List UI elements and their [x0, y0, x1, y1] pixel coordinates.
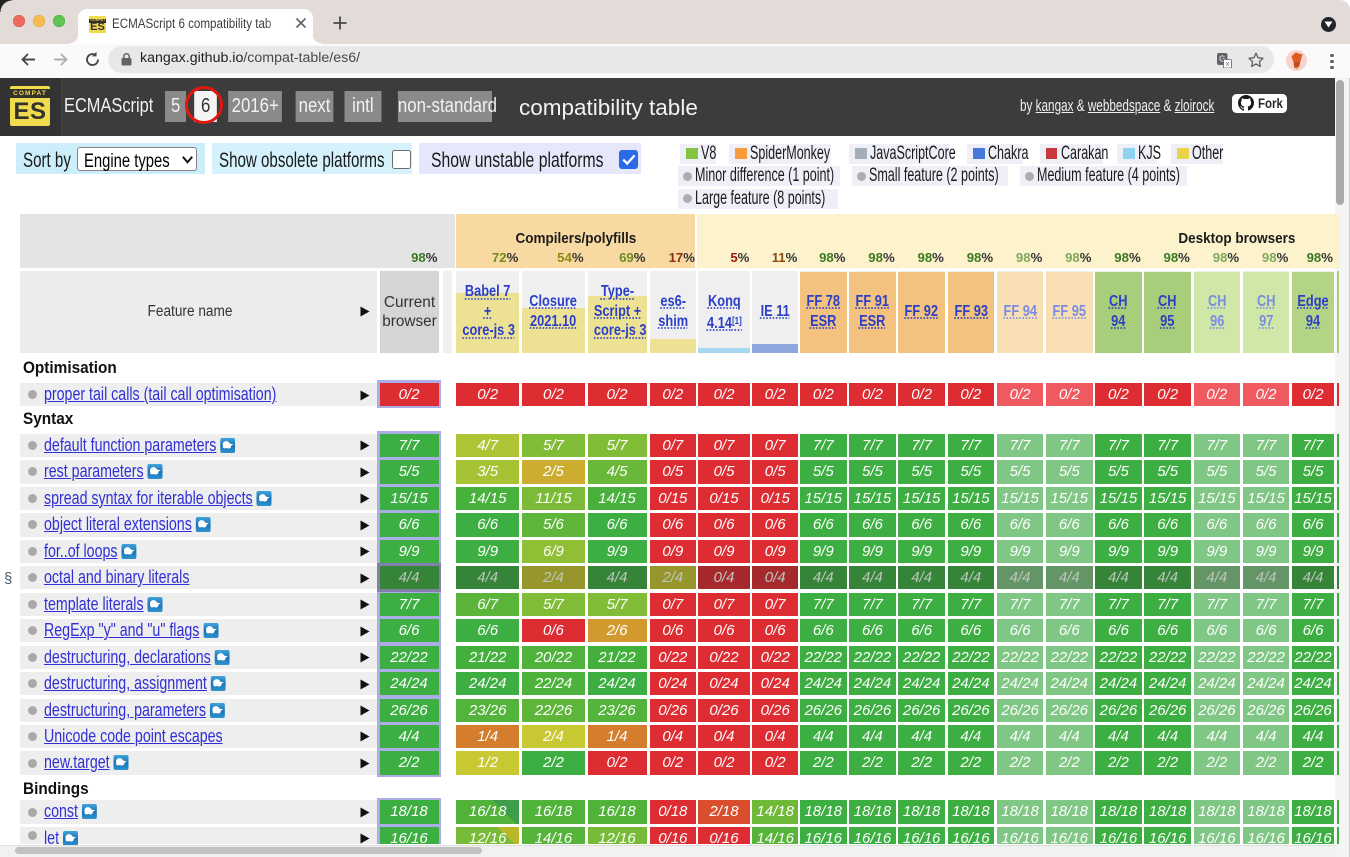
- svg-text:x: x: [1226, 61, 1230, 68]
- svg-text:G: G: [1219, 54, 1225, 63]
